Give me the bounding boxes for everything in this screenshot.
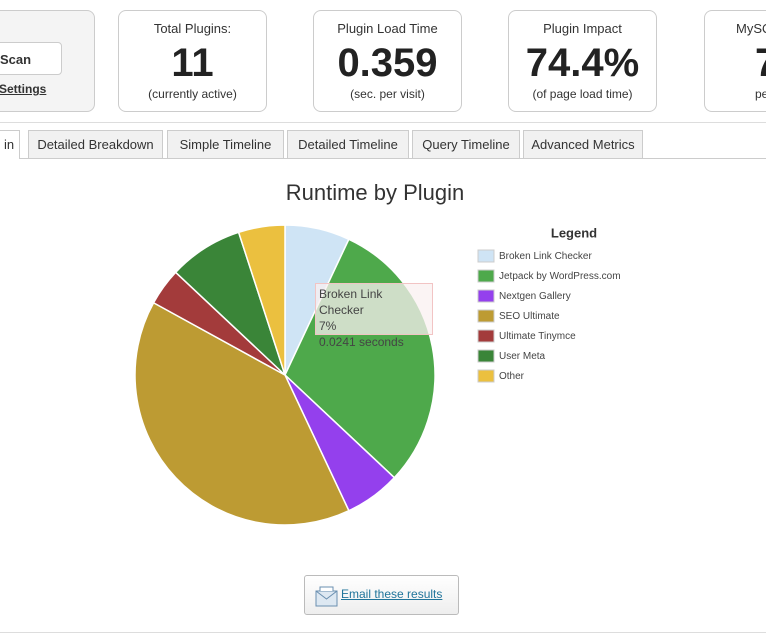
tooltip: Broken Link Checker 7% 0.0241 seconds xyxy=(315,283,433,349)
separator xyxy=(0,122,766,123)
tooltip-percent: 7% xyxy=(319,319,337,333)
legend-swatch xyxy=(477,249,495,263)
card-note: pe xyxy=(755,87,766,101)
tab[interactable]: Simple Timeline xyxy=(167,130,284,158)
card-value: 7 xyxy=(755,41,766,86)
tab[interactable]: Detailed Timeline xyxy=(287,130,409,158)
scan-panel: Scan Settings xyxy=(0,10,95,112)
bottom-line xyxy=(0,632,766,633)
legend-swatch xyxy=(477,349,495,363)
card-value: 74.4% xyxy=(525,41,640,85)
legend-label: Ultimate Tinymce xyxy=(499,331,576,342)
email-link[interactable]: Email these results xyxy=(341,587,443,601)
legend-label: User Meta xyxy=(499,351,546,362)
legend-swatch xyxy=(477,269,495,283)
tab[interactable]: Query Timeline xyxy=(412,130,520,158)
tab-border xyxy=(19,158,766,159)
stat-card: Plugin Load Time 0.359 (sec. per visit) xyxy=(313,10,462,112)
envelope-icon xyxy=(315,586,338,607)
card-title: MySQ xyxy=(736,21,766,36)
chart: Runtime by Plugin Legend Broken Link Che… xyxy=(134,180,621,526)
tab[interactable]: Advanced Metrics xyxy=(523,130,643,158)
chart-title: Runtime by Plugin xyxy=(286,180,465,205)
legend-label: Other xyxy=(499,371,525,382)
card-note: (sec. per visit) xyxy=(350,87,425,101)
tooltip-time: 0.0241 seconds xyxy=(319,335,404,349)
tab[interactable]: in xyxy=(0,130,20,159)
settings-link[interactable]: Settings xyxy=(0,82,47,96)
card-note: (currently active) xyxy=(148,87,237,101)
card-value: 0.359 xyxy=(337,41,438,85)
legend-label: Nextgen Gallery xyxy=(499,291,571,302)
stat-card: Plugin Impact 74.4% (of page load time) xyxy=(508,10,657,112)
legend-label: Jetpack by WordPress.com xyxy=(499,271,621,282)
card-title: Plugin Impact xyxy=(543,21,622,36)
email-button[interactable]: Email these results xyxy=(304,575,459,615)
legend-swatch xyxy=(477,329,495,343)
card-title: Plugin Load Time xyxy=(337,21,438,36)
legend-swatch xyxy=(477,309,495,323)
legend-label: Broken Link Checker xyxy=(499,251,592,262)
card-note: (of page load time) xyxy=(532,87,633,101)
card-title: Total Plugins: xyxy=(153,21,232,36)
card-value: 11 xyxy=(171,41,214,85)
pie-slice xyxy=(134,301,350,526)
pie-slice xyxy=(237,224,286,376)
stat-card: Total Plugins: 11 (currently active) xyxy=(118,10,267,112)
legend-swatch xyxy=(477,289,495,303)
legend-title: Legend xyxy=(551,225,597,240)
scan-button[interactable]: Scan xyxy=(0,42,62,75)
legend-swatch xyxy=(477,369,495,383)
tooltip-name: Broken Link Checker xyxy=(319,287,383,317)
legend-label: SEO Ultimate xyxy=(499,311,560,322)
stat-card: MySQ 7pe xyxy=(704,10,766,112)
tab[interactable]: Detailed Breakdown xyxy=(28,130,163,158)
